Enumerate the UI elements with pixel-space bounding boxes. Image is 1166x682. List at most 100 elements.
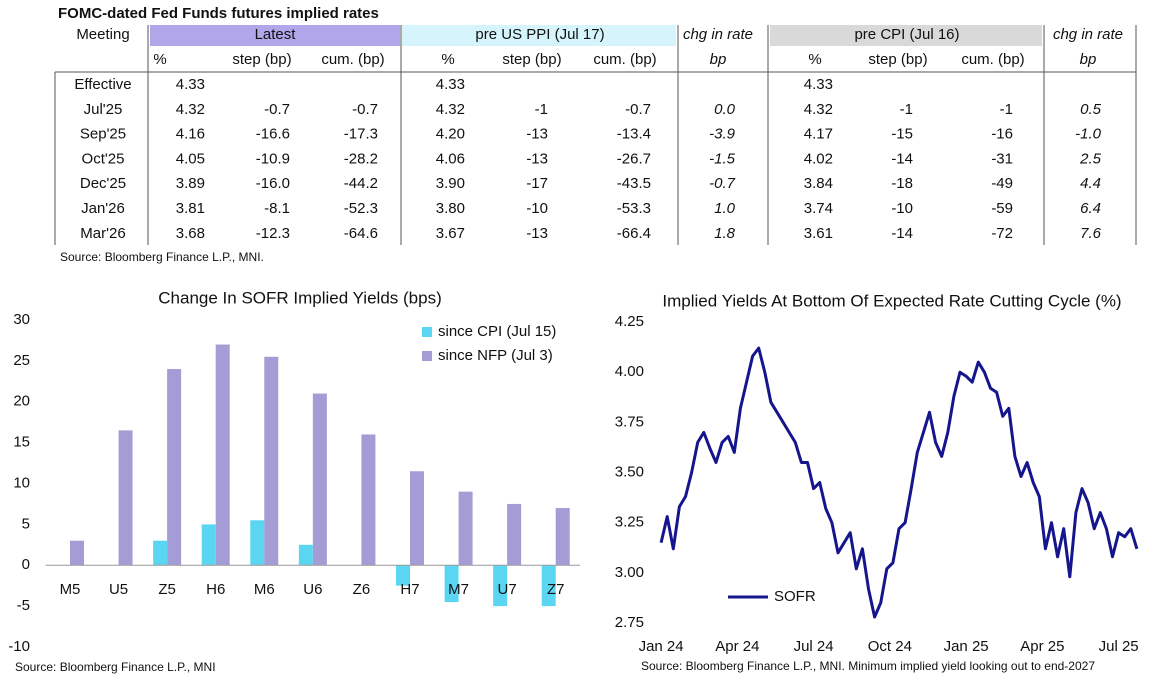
subheader-cell: bp	[710, 51, 727, 68]
y-tick-label: 3.00	[615, 564, 644, 581]
change-cell: -1.5	[709, 150, 736, 167]
value-cell: -31	[991, 150, 1013, 167]
legend-label: since NFP (Jul 3)	[438, 347, 553, 364]
bar	[264, 356, 279, 566]
subheader-cell: cum. (bp)	[593, 51, 656, 68]
y-tick-label: 2.75	[615, 614, 644, 631]
x-tick-label: M6	[254, 581, 275, 598]
legend-swatch	[422, 351, 432, 361]
value-cell: 3.68	[176, 225, 205, 242]
meeting-cell: Mar'26	[80, 225, 125, 242]
value-cell: -16	[991, 126, 1013, 143]
value-cell: 4.33	[804, 76, 833, 93]
change-cell: 2.5	[1079, 150, 1102, 167]
value-cell: -10.9	[256, 150, 290, 167]
y-tick-label: -5	[17, 597, 30, 614]
subheader-cell: cum. (bp)	[961, 51, 1024, 68]
value-cell: 4.32	[176, 101, 205, 118]
change-cell: 0.0	[714, 101, 736, 118]
x-tick-label: Jul 25	[1099, 638, 1139, 655]
value-cell: 3.61	[804, 225, 833, 242]
y-tick-label: 4.25	[615, 313, 644, 330]
x-tick-label: Jan 24	[639, 638, 684, 655]
pre-ppi-band	[402, 25, 676, 46]
legend-swatch	[422, 327, 432, 337]
x-tick-label: Z7	[547, 581, 565, 598]
bar	[458, 491, 473, 566]
header-cell: Meeting	[76, 26, 129, 43]
header-cell: pre CPI (Jul 16)	[854, 26, 959, 43]
x-tick-label: U7	[498, 581, 517, 598]
bar	[361, 434, 376, 566]
x-tick-label: Z6	[353, 581, 371, 598]
value-cell: -16.0	[256, 175, 290, 192]
change-cell: 6.4	[1080, 200, 1101, 217]
value-cell: 3.89	[176, 175, 205, 192]
legend-label: SOFR	[774, 588, 816, 605]
y-tick-label: 3.75	[615, 413, 644, 430]
y-tick-label: 10	[13, 474, 30, 491]
meeting-cell: Jul'25	[84, 101, 123, 118]
x-tick-label: U5	[109, 581, 128, 598]
value-cell: -0.7	[625, 101, 651, 118]
change-cell: 7.6	[1080, 225, 1102, 242]
value-cell: -13	[526, 225, 548, 242]
value-cell: -52.3	[344, 200, 378, 217]
value-cell: -13	[526, 150, 548, 167]
header-cell: pre US PPI (Jul 17)	[475, 26, 604, 43]
bar	[555, 508, 570, 566]
change-cell: -1.0	[1075, 126, 1102, 143]
bar	[444, 565, 459, 603]
y-tick-label: 25	[13, 352, 30, 369]
bar	[507, 503, 522, 566]
y-tick-label: 3.25	[615, 514, 644, 531]
pre-cpi-band	[770, 25, 1042, 46]
bar	[409, 471, 424, 566]
value-cell: -53.3	[617, 200, 651, 217]
legend-label: since CPI (Jul 15)	[438, 323, 556, 340]
x-tick-label: Oct 24	[868, 638, 912, 655]
x-tick-label: Jul 24	[794, 638, 834, 655]
x-tick-label: Apr 25	[1020, 638, 1064, 655]
bar	[250, 520, 265, 566]
bar	[312, 393, 327, 566]
change-cell: 4.4	[1080, 175, 1101, 192]
y-tick-label: 15	[13, 434, 30, 451]
subheader-cell: cum. (bp)	[321, 51, 384, 68]
y-tick-label: 0	[22, 556, 30, 573]
subheader-cell: bp	[1080, 51, 1097, 68]
value-cell: -59	[991, 200, 1013, 217]
value-cell: 4.17	[804, 126, 833, 143]
value-cell: -15	[891, 126, 913, 143]
bar	[541, 565, 556, 607]
value-cell: -0.7	[352, 101, 378, 118]
y-tick-label: 30	[13, 311, 30, 328]
value-cell: -72	[991, 225, 1013, 242]
value-cell: -1	[900, 101, 913, 118]
value-cell: -18	[891, 175, 913, 192]
subheader-cell: step (bp)	[868, 51, 927, 68]
bar	[298, 544, 313, 566]
bar	[69, 540, 84, 566]
value-cell: 3.74	[804, 200, 833, 217]
meeting-cell: Jan'26	[81, 200, 125, 217]
bar	[215, 344, 230, 566]
meeting-cell: Sep'25	[80, 126, 126, 143]
subheader-cell: %	[808, 51, 821, 68]
value-cell: -8.1	[264, 200, 290, 217]
table-source: Source: Bloomberg Finance L.P., MNI.	[60, 250, 264, 264]
value-cell: -16.6	[256, 126, 290, 143]
x-tick-label: Apr 24	[715, 638, 759, 655]
x-tick-label: H6	[206, 581, 225, 598]
change-cell: 0.5	[1080, 101, 1102, 118]
latest-band	[150, 25, 400, 46]
bar	[395, 565, 410, 586]
value-cell: -17.3	[344, 126, 378, 143]
value-cell: 3.80	[436, 200, 465, 217]
value-cell: 4.02	[804, 150, 833, 167]
value-cell: -10	[891, 200, 913, 217]
subheader-cell: %	[441, 51, 454, 68]
table-title: FOMC-dated Fed Funds futures implied rat…	[58, 5, 379, 22]
value-cell: -43.5	[617, 175, 651, 192]
bar	[493, 565, 508, 607]
